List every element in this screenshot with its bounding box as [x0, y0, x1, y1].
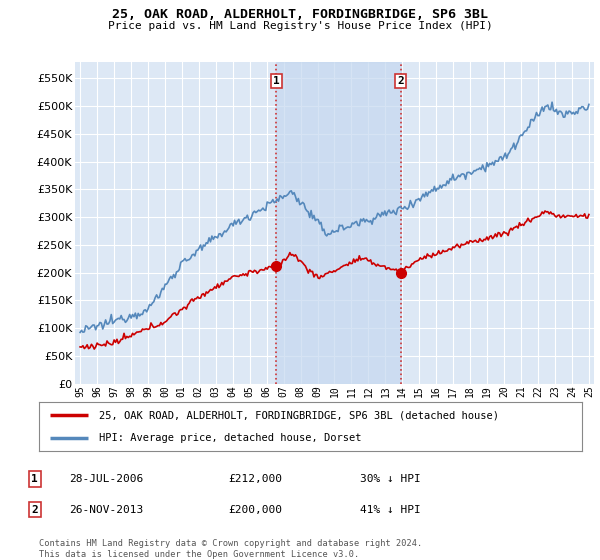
Text: 25, OAK ROAD, ALDERHOLT, FORDINGBRIDGE, SP6 3BL: 25, OAK ROAD, ALDERHOLT, FORDINGBRIDGE, … — [112, 8, 488, 21]
Text: 41% ↓ HPI: 41% ↓ HPI — [360, 505, 421, 515]
Text: 28-JUL-2006: 28-JUL-2006 — [69, 474, 143, 484]
Bar — [277, 62, 401, 384]
Text: 2: 2 — [31, 505, 38, 515]
Text: 2: 2 — [397, 76, 404, 86]
Text: 26-NOV-2013: 26-NOV-2013 — [69, 505, 143, 515]
Text: 1: 1 — [273, 76, 280, 86]
Text: Contains HM Land Registry data © Crown copyright and database right 2024.
This d: Contains HM Land Registry data © Crown c… — [39, 539, 422, 559]
Text: 1: 1 — [31, 474, 38, 484]
Text: £212,000: £212,000 — [228, 474, 282, 484]
Text: 30% ↓ HPI: 30% ↓ HPI — [360, 474, 421, 484]
Text: HPI: Average price, detached house, Dorset: HPI: Average price, detached house, Dors… — [99, 433, 361, 444]
Text: 25, OAK ROAD, ALDERHOLT, FORDINGBRIDGE, SP6 3BL (detached house): 25, OAK ROAD, ALDERHOLT, FORDINGBRIDGE, … — [99, 410, 499, 421]
Text: £200,000: £200,000 — [228, 505, 282, 515]
Text: Price paid vs. HM Land Registry's House Price Index (HPI): Price paid vs. HM Land Registry's House … — [107, 21, 493, 31]
